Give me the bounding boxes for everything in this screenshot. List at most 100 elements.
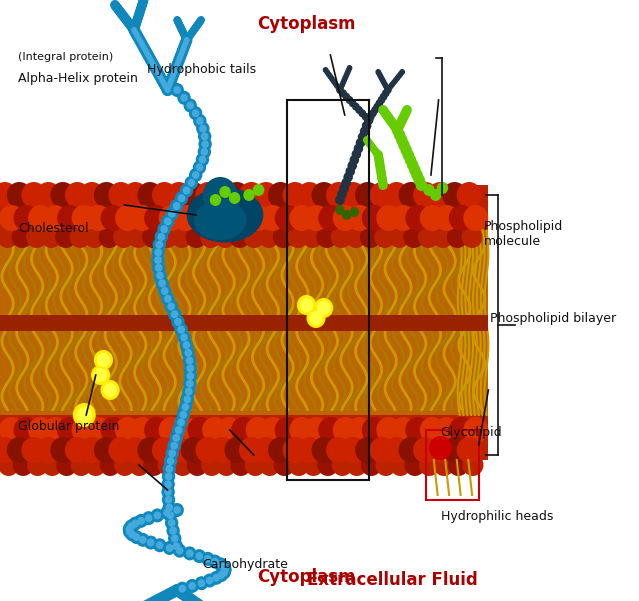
- Circle shape: [208, 555, 222, 569]
- Circle shape: [170, 539, 183, 553]
- Circle shape: [147, 597, 158, 601]
- Circle shape: [7, 182, 32, 208]
- Circle shape: [155, 248, 162, 257]
- Circle shape: [258, 226, 279, 248]
- Circle shape: [179, 400, 192, 414]
- Circle shape: [167, 72, 178, 84]
- Circle shape: [373, 150, 381, 157]
- Circle shape: [196, 552, 203, 560]
- Circle shape: [189, 28, 196, 37]
- Circle shape: [176, 22, 184, 30]
- Circle shape: [72, 205, 96, 231]
- Circle shape: [174, 17, 181, 25]
- Circle shape: [191, 597, 203, 601]
- Circle shape: [155, 276, 169, 290]
- Circle shape: [399, 69, 405, 75]
- Circle shape: [415, 179, 427, 191]
- Circle shape: [369, 144, 377, 152]
- Circle shape: [341, 178, 351, 188]
- Circle shape: [392, 125, 402, 135]
- Circle shape: [385, 87, 390, 93]
- Circle shape: [167, 586, 179, 598]
- Circle shape: [167, 70, 179, 81]
- Circle shape: [79, 437, 104, 463]
- Circle shape: [273, 454, 295, 476]
- Circle shape: [246, 417, 270, 443]
- Circle shape: [204, 555, 212, 563]
- Circle shape: [50, 437, 75, 463]
- Circle shape: [173, 542, 180, 550]
- Circle shape: [381, 109, 390, 118]
- Circle shape: [202, 417, 227, 443]
- Circle shape: [123, 182, 148, 208]
- Circle shape: [219, 186, 231, 198]
- Circle shape: [229, 192, 240, 204]
- Circle shape: [115, 205, 140, 231]
- Circle shape: [369, 182, 394, 208]
- Circle shape: [229, 226, 250, 248]
- Circle shape: [179, 28, 187, 35]
- Circle shape: [151, 62, 157, 68]
- Circle shape: [138, 41, 150, 53]
- Circle shape: [318, 205, 343, 231]
- Circle shape: [100, 380, 119, 400]
- Circle shape: [121, 14, 130, 23]
- Circle shape: [178, 42, 189, 54]
- Circle shape: [392, 124, 403, 136]
- Circle shape: [159, 590, 171, 601]
- Circle shape: [161, 291, 174, 306]
- Circle shape: [304, 205, 328, 231]
- Circle shape: [385, 87, 390, 93]
- Circle shape: [181, 32, 189, 41]
- Circle shape: [137, 0, 147, 9]
- Circle shape: [171, 226, 192, 248]
- Circle shape: [133, 533, 141, 541]
- Circle shape: [194, 20, 202, 28]
- Circle shape: [201, 140, 209, 148]
- Circle shape: [171, 584, 183, 596]
- Circle shape: [65, 437, 90, 463]
- Circle shape: [181, 43, 187, 49]
- Circle shape: [128, 522, 135, 530]
- Circle shape: [131, 29, 142, 41]
- Circle shape: [202, 205, 227, 231]
- Ellipse shape: [194, 200, 247, 240]
- Circle shape: [399, 182, 424, 208]
- Circle shape: [199, 124, 206, 133]
- Circle shape: [176, 46, 188, 58]
- Circle shape: [147, 538, 155, 546]
- Circle shape: [179, 49, 185, 55]
- Circle shape: [219, 563, 232, 577]
- Circle shape: [0, 182, 17, 208]
- Circle shape: [195, 576, 208, 590]
- Circle shape: [349, 99, 357, 108]
- Circle shape: [391, 123, 401, 133]
- Circle shape: [175, 19, 183, 27]
- Circle shape: [134, 13, 143, 22]
- Circle shape: [125, 19, 134, 29]
- Circle shape: [168, 210, 176, 218]
- Bar: [0, 185, 488, 460]
- Circle shape: [457, 182, 482, 208]
- Circle shape: [199, 137, 212, 151]
- Circle shape: [289, 417, 314, 443]
- Circle shape: [186, 549, 194, 557]
- Circle shape: [157, 72, 162, 78]
- Circle shape: [191, 24, 199, 32]
- Circle shape: [72, 417, 96, 443]
- Circle shape: [392, 125, 402, 135]
- Circle shape: [152, 437, 177, 463]
- Circle shape: [188, 596, 199, 601]
- Circle shape: [282, 182, 307, 208]
- Circle shape: [77, 407, 92, 423]
- Circle shape: [201, 552, 215, 566]
- Circle shape: [132, 17, 141, 28]
- Circle shape: [427, 182, 452, 208]
- Circle shape: [389, 226, 410, 248]
- Circle shape: [380, 93, 387, 100]
- Circle shape: [165, 87, 171, 93]
- Circle shape: [128, 516, 142, 531]
- Circle shape: [169, 431, 183, 445]
- Circle shape: [180, 94, 188, 102]
- Circle shape: [135, 37, 147, 49]
